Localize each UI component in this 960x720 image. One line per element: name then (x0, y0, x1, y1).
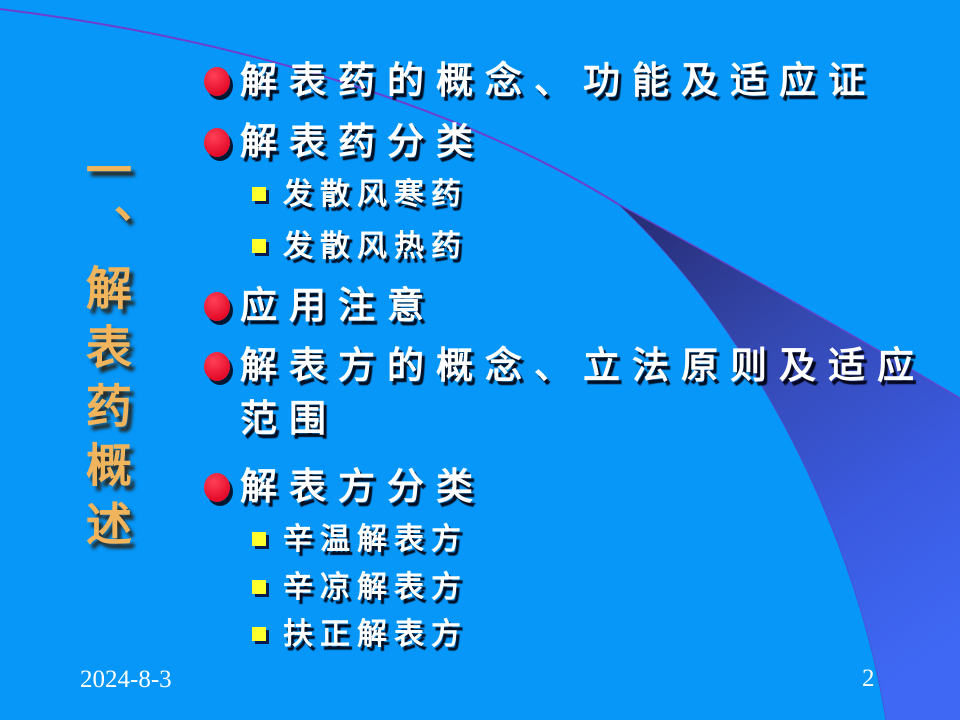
yellow-square-bullet-icon (252, 580, 266, 594)
sub-bullet-text: 扶正解表方 (283, 617, 468, 652)
bullet-item: 解表方分类 (202, 460, 940, 513)
swoosh-wedge (618, 204, 960, 720)
sub-bullet-text: 辛温解表方 (283, 522, 468, 557)
sub-bullet-item: 辛温解表方 (246, 517, 843, 562)
red-dot-bullet-icon (204, 292, 230, 321)
red-dot-bullet-icon (204, 473, 230, 502)
bullet-item: 应用注意 (202, 279, 940, 332)
bullet-item: 解表药分类 (202, 115, 940, 168)
sub-bullet-text: 辛凉解表方 (283, 570, 468, 605)
swoosh-top-edge-line (617, 203, 960, 399)
sub-bullet-text: 发散风寒药 (283, 177, 468, 212)
red-dot-bullet-icon (204, 352, 230, 381)
yellow-square-bullet-icon (252, 239, 266, 253)
bullet-text: 解表方分类 (240, 465, 485, 508)
bullet-text: 应用注意 (240, 284, 436, 327)
bullet-text: 解表药分类 (240, 120, 485, 163)
bullet-text: 解表方的概念、立法原则及适应范围 (240, 344, 926, 440)
red-dot-bullet-icon (204, 67, 230, 96)
bullet-item: 解表药的概念、功能及适应证 (202, 54, 940, 107)
bullet-item: 解表方的概念、立法原则及适应范围 (202, 339, 940, 445)
sub-bullet-item: 辛凉解表方 (246, 565, 843, 610)
yellow-square-bullet-icon (252, 627, 266, 641)
red-dot-bullet-icon (204, 128, 230, 157)
swoosh-bottom-edge-line (617, 203, 887, 720)
sub-bullet-item: 扶正解表方 (246, 612, 843, 657)
footer-date: 2024-8-3 (80, 666, 172, 693)
yellow-square-bullet-icon (252, 532, 266, 546)
section-title-vertical: 一、解表药概述 (78, 146, 133, 559)
sub-bullet-item: 发散风热药 (246, 224, 843, 269)
sub-bullet-text: 发散风热药 (283, 229, 468, 264)
bullet-text: 解表药的概念、功能及适应证 (240, 59, 877, 102)
page-number: 2 (862, 665, 875, 692)
swoosh-thin-line (0, 8, 619, 205)
sub-bullet-item: 发散风寒药 (246, 172, 843, 217)
yellow-square-bullet-icon (252, 187, 266, 201)
